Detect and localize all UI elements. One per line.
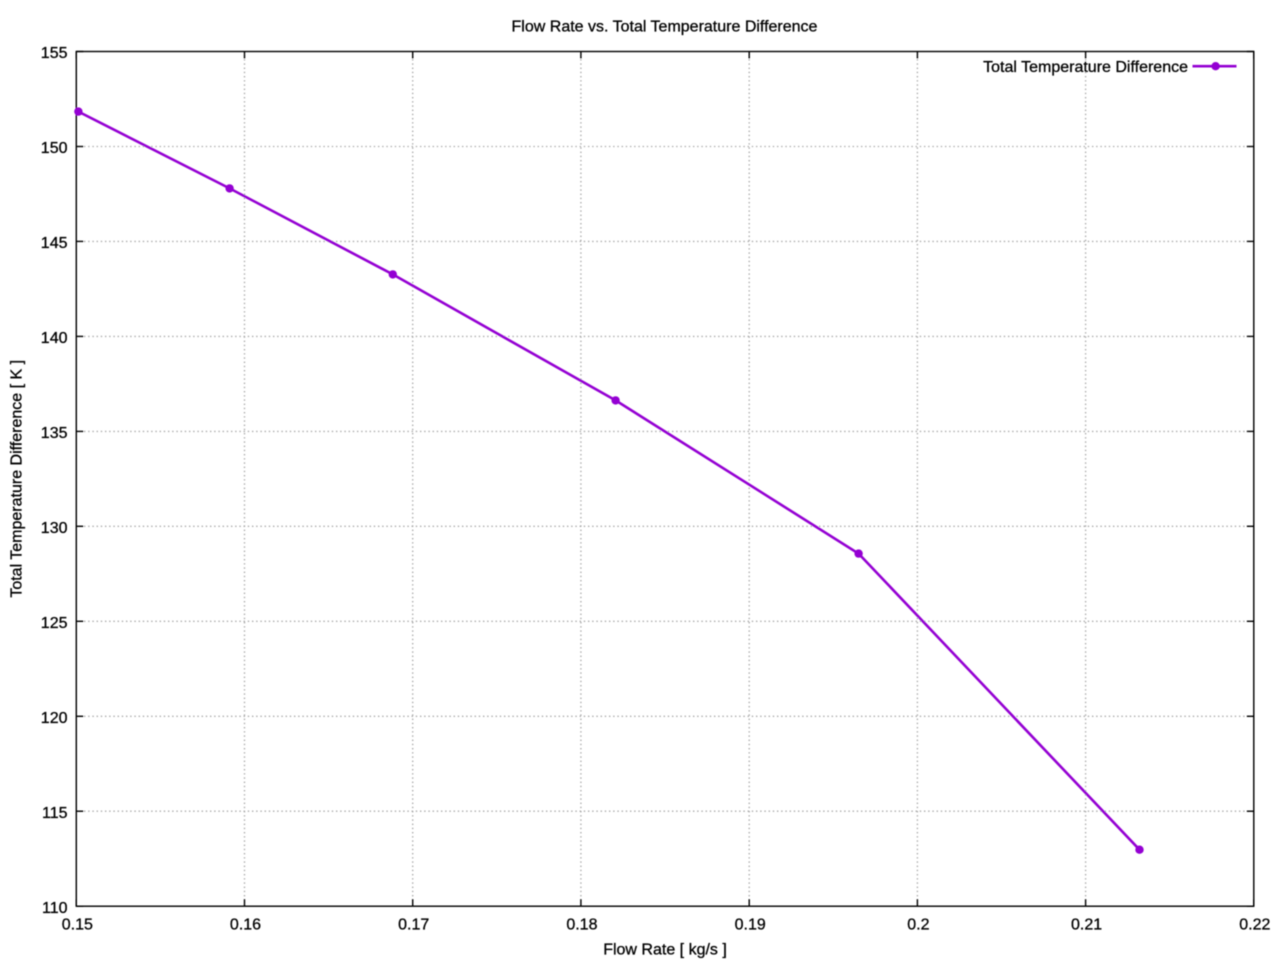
svg-text:135: 135 [41, 425, 68, 442]
svg-text:140: 140 [41, 330, 68, 347]
svg-text:0.18: 0.18 [566, 917, 597, 934]
svg-text:0.19: 0.19 [735, 917, 766, 934]
svg-text:0.16: 0.16 [230, 917, 261, 934]
svg-text:0.22: 0.22 [1239, 917, 1270, 934]
svg-text:0.17: 0.17 [398, 917, 429, 934]
svg-text:155: 155 [41, 45, 68, 62]
svg-text:150: 150 [41, 140, 68, 157]
svg-text:0.15: 0.15 [62, 917, 93, 934]
svg-text:Total Temperature Difference [: Total Temperature Difference [ K ] [9, 360, 26, 598]
svg-text:Flow Rate vs. Total Temperatur: Flow Rate vs. Total Temperature Differen… [512, 19, 818, 36]
svg-text:0.21: 0.21 [1071, 917, 1102, 934]
svg-text:125: 125 [41, 615, 68, 632]
svg-text:130: 130 [41, 520, 68, 537]
svg-text:110: 110 [42, 900, 68, 917]
svg-text:115: 115 [42, 805, 68, 822]
svg-text:145: 145 [41, 235, 68, 252]
svg-text:Flow Rate [ kg/s ]: Flow Rate [ kg/s ] [603, 941, 727, 958]
svg-text:0.2: 0.2 [907, 917, 929, 934]
svg-text:120: 120 [41, 710, 68, 727]
svg-text:Total Temperature Difference: Total Temperature Difference [983, 59, 1188, 76]
